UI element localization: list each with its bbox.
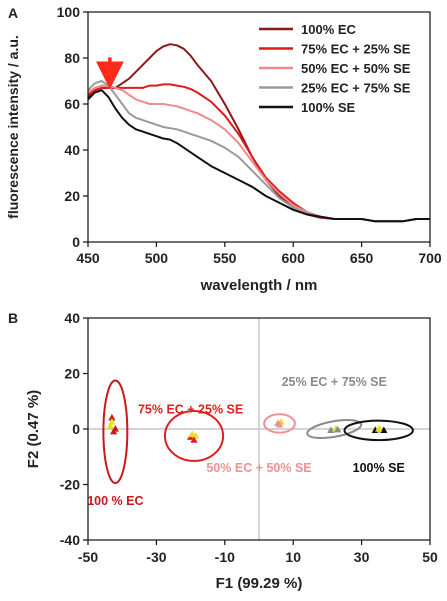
x-tick-label: 500 <box>145 250 169 266</box>
y-tick-label: 100 <box>57 4 81 20</box>
panel-b-xlabel: F1 (99.29 %) <box>216 575 303 592</box>
y-tick-label: 40 <box>64 310 80 326</box>
legend-label: 100% EC <box>301 22 357 37</box>
group-label: 100 % EC <box>87 494 143 508</box>
group-label: 75% EC + 25% SE <box>138 403 243 417</box>
series-line-5 <box>87 89 430 223</box>
x-tick-label: 550 <box>213 250 237 266</box>
data-point-triangle <box>334 425 342 433</box>
panel-a-ylabel: fluorescence intensity / a.u. <box>5 35 21 219</box>
series-line-4 <box>87 80 430 223</box>
legend-label: 25% EC + 75% SE <box>301 81 411 96</box>
y-tick-label: 60 <box>64 96 80 112</box>
data-point-triangle <box>108 413 116 421</box>
panel-a-xlabel: wavelength / nm <box>200 277 318 294</box>
y-tick-label: 20 <box>64 188 80 204</box>
data-point-triangle <box>327 426 335 433</box>
data-point-triangle <box>190 436 198 443</box>
y-tick-label: 0 <box>72 421 80 437</box>
data-point-triangle <box>106 422 114 429</box>
confidence-ellipse <box>102 379 129 485</box>
group-label: 25% EC + 75% SE <box>282 375 387 389</box>
legend-label: 100% SE <box>301 100 356 115</box>
x-tick-label: 10 <box>285 549 301 565</box>
x-tick-label: -50 <box>78 549 98 565</box>
y-tick-label: 0 <box>72 234 80 250</box>
x-tick-label: 650 <box>350 250 374 266</box>
panel-a-legend: 100% EC 75% EC + 25% SE 50% EC + 50% SE 25%… <box>259 22 411 115</box>
legend-label: 75% EC + 25% SE <box>301 42 411 57</box>
panel-a-axes-frame <box>87 11 431 243</box>
data-point-triangle <box>275 420 284 428</box>
y-tick-label: -40 <box>60 532 80 548</box>
panel-a-label: A <box>8 5 18 21</box>
x-tick-label: 600 <box>282 250 306 266</box>
panel-a-plot: 450 500 550 600 650 700 0 20 40 60 80 100 <box>57 4 442 266</box>
confidence-ellipse <box>343 419 414 442</box>
confidence-ellipse <box>306 418 363 440</box>
x-tick-label: -10 <box>215 549 235 565</box>
group-label: 50% EC + 50% SE <box>206 461 311 475</box>
group-label: 100% SE <box>353 461 405 475</box>
data-point-triangle <box>111 425 119 432</box>
data-point-triangle <box>108 418 116 425</box>
confidence-ellipse <box>263 413 296 434</box>
panel-b-label: B <box>8 310 18 326</box>
x-tick-label: -30 <box>146 549 166 565</box>
x-tick-label: 30 <box>354 549 370 565</box>
y-tick-label: -20 <box>60 477 80 493</box>
y-tick-label: 80 <box>64 50 80 66</box>
panel-b-axes-frame <box>87 317 431 541</box>
data-point-triangle <box>188 430 196 438</box>
x-tick-label: 450 <box>76 250 100 266</box>
x-tick-label: 700 <box>418 250 442 266</box>
panel-b-ylabel: F2 (0.47 %) <box>25 390 42 468</box>
panel-b-plot: -50 -30 -10 10 30 50 -40 -20 0 20 40 100 % EC 75% EC… <box>60 310 438 565</box>
confidence-ellipse <box>163 409 225 462</box>
x-tick-label: 50 <box>422 549 438 565</box>
y-tick-label: 40 <box>64 142 80 158</box>
series-line-2 <box>87 83 430 223</box>
y-tick-label: 20 <box>64 366 80 382</box>
legend-label: 50% EC + 50% SE <box>301 61 411 76</box>
data-point-triangle <box>375 425 383 432</box>
